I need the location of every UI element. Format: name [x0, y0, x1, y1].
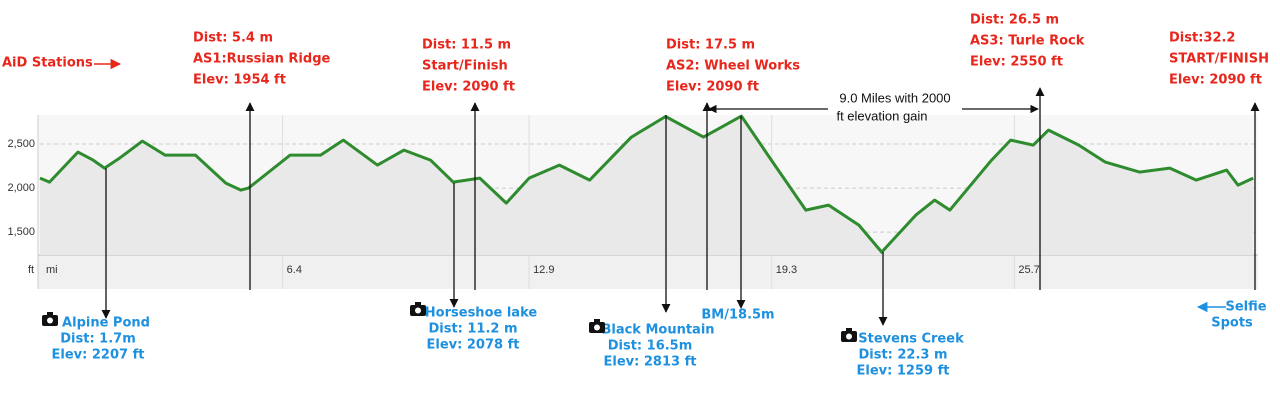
y-unit: ft	[28, 264, 34, 276]
selfie-text: Elev: 2207 ft	[52, 348, 145, 363]
aid-station-text: AS3: Turle Rock	[970, 34, 1085, 49]
aid-station-text: Elev: 2550 ft	[970, 55, 1063, 70]
selfie-text: Dist: 16.5m	[608, 339, 693, 354]
elevation-area	[40, 116, 1254, 255]
selfie-text: Horseshoe lake	[425, 306, 538, 321]
y-tick-label: 2,000	[7, 182, 35, 194]
aid-station-text: START/FINISH	[1169, 52, 1269, 67]
aid-station-text: Elev: 2090 ft	[422, 80, 515, 95]
elevation-line	[39, 114, 1254, 254]
camera-icon	[47, 312, 53, 316]
y-tick-label: 1,500	[7, 226, 35, 238]
aid-station-text: AS1:Russian Ridge	[193, 52, 330, 67]
aid-label: AiD Stations	[2, 56, 93, 71]
selfie-text: Dist: 22.3 m	[858, 348, 947, 363]
camera-icon	[594, 324, 600, 331]
camera-icon	[415, 307, 421, 314]
aid-station-text: Dist: 5.4 m	[193, 31, 273, 46]
x-tick-label: 6.4	[287, 264, 302, 276]
gain-note: 9.0 Miles with 2000	[839, 90, 950, 105]
gain-note: ft elevation gain	[836, 108, 927, 123]
camera-icon	[415, 302, 421, 306]
x-tick-label: 12.9	[533, 264, 554, 276]
aid-station-text: Elev: 2090 ft	[1169, 73, 1262, 88]
selfie-text: Elev: 2078 ft	[427, 338, 520, 353]
aid-station-text: AS2: Wheel Works	[666, 59, 800, 74]
selfie-label: Selfie	[1225, 300, 1266, 315]
x-tick-label: 25.7	[1018, 264, 1039, 276]
selfie-label: Spots	[1211, 316, 1253, 331]
selfie-text: Elev: 2813 ft	[604, 355, 697, 370]
x-tick-label: 19.3	[776, 264, 797, 276]
selfie-text: Dist: 11.2 m	[428, 322, 517, 337]
aid-station-text: Dist: 26.5 m	[970, 13, 1059, 28]
selfie-text: Elev: 1259 ft	[857, 364, 950, 379]
camera-icon	[594, 319, 600, 323]
aid-station-text: Start/Finish	[422, 59, 508, 74]
selfie-text: Dist: 1.7m	[60, 332, 136, 347]
aid-station-text: Elev: 1954 ft	[193, 73, 286, 88]
selfie-text: Stevens Creek	[858, 332, 964, 347]
y-tick-label: 2,500	[7, 138, 35, 150]
aid-station-text: Dist: 17.5 m	[666, 38, 755, 53]
x-axis-band	[38, 255, 1258, 289]
camera-icon	[47, 317, 53, 324]
aid-station-text: Dist: 11.5 m	[422, 38, 511, 53]
aid-station-text: Dist:32.2	[1169, 31, 1235, 46]
camera-icon	[846, 328, 852, 332]
aid-station-text: Elev: 2090 ft	[666, 80, 759, 95]
selfie-text: Alpine Pond	[62, 316, 150, 331]
bm-label: BM/18.5m	[701, 308, 774, 323]
x-unit: mi	[46, 264, 58, 276]
camera-icon	[846, 333, 852, 340]
selfie-text: Black Mountain	[601, 323, 714, 338]
